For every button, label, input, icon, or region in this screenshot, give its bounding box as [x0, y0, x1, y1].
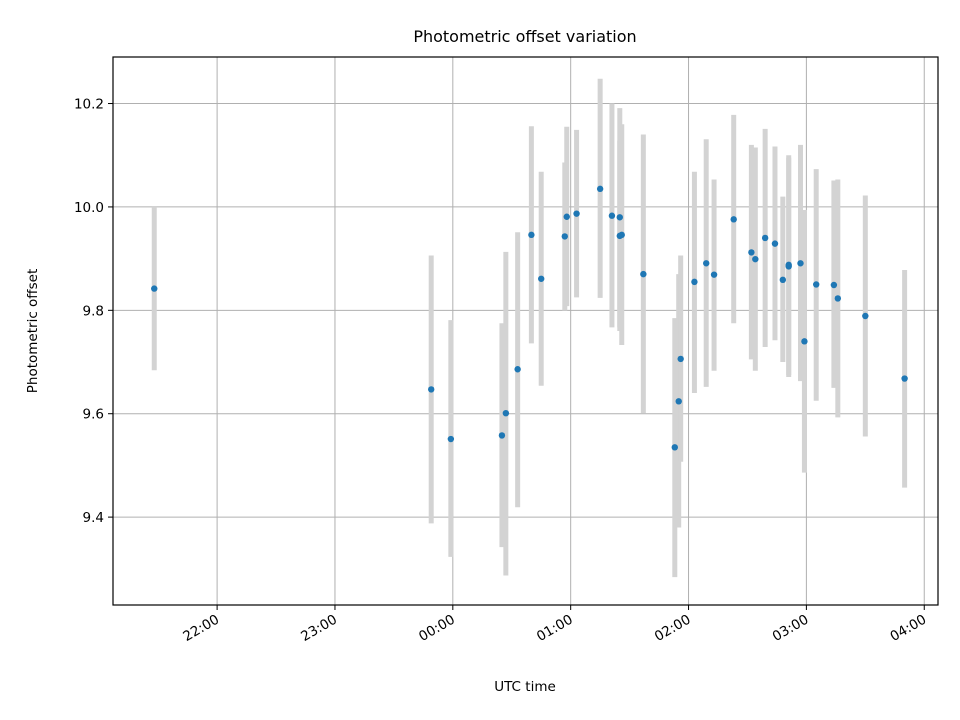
data-point [779, 276, 787, 284]
x-axis-label: UTC time [494, 679, 556, 695]
y-axis-label: Photometric offset [25, 269, 41, 393]
x-tick-label: 00:00 [416, 612, 458, 645]
data-point [785, 261, 792, 269]
data-point [618, 231, 625, 239]
x-tick-label: 04:00 [888, 612, 930, 645]
data-point [640, 270, 647, 278]
data-point [675, 398, 682, 405]
data-point [813, 281, 820, 288]
data-point [752, 255, 759, 263]
data-point [563, 213, 570, 220]
data-point [797, 260, 804, 267]
data-point [730, 216, 737, 223]
data-point [901, 375, 908, 382]
data-point [710, 271, 718, 278]
data-point [677, 355, 684, 363]
data-point [748, 249, 755, 256]
x-tick-label: 02:00 [652, 612, 694, 645]
data-point [691, 278, 698, 286]
data-point [703, 260, 710, 267]
data-point [428, 386, 435, 393]
x-tick-label: 03:00 [770, 612, 812, 645]
chart-title: Photometric offset variation [413, 27, 636, 46]
data-point [498, 432, 506, 439]
data-point [514, 366, 521, 373]
data-point [862, 312, 869, 320]
y-axis-ticks: 9.4 9.6 9.8 10.0 10.2 [74, 97, 113, 526]
data-point [761, 234, 769, 242]
data-point [771, 240, 779, 247]
error-bars [151, 78, 908, 578]
plot-frame [112, 56, 939, 606]
data-point [538, 275, 545, 282]
data-point [801, 338, 808, 345]
data-point [528, 231, 535, 239]
x-tick-label: 01:00 [534, 612, 576, 645]
y-tick-label: 9.6 [83, 407, 104, 423]
data-point [447, 435, 455, 443]
data-point [834, 295, 842, 302]
data-point [671, 444, 678, 451]
x-tick-label: 22:00 [180, 612, 222, 645]
data-point [151, 285, 158, 292]
x-axis-ticks: 22:00 23:00 00:00 01:00 02:00 03:00 04:00 [180, 605, 929, 645]
data-point [830, 281, 838, 289]
data-point [596, 185, 604, 193]
y-tick-label: 9.4 [83, 510, 104, 526]
y-tick-label: 10.2 [74, 97, 104, 113]
data-point [608, 212, 616, 219]
y-tick-label: 9.8 [83, 303, 104, 319]
data-points [151, 185, 908, 451]
data-point [561, 233, 568, 240]
data-point [502, 410, 510, 417]
y-tick-label: 10.0 [74, 200, 104, 216]
data-point [573, 210, 580, 217]
x-tick-label: 23:00 [298, 612, 340, 645]
data-point [616, 214, 623, 221]
